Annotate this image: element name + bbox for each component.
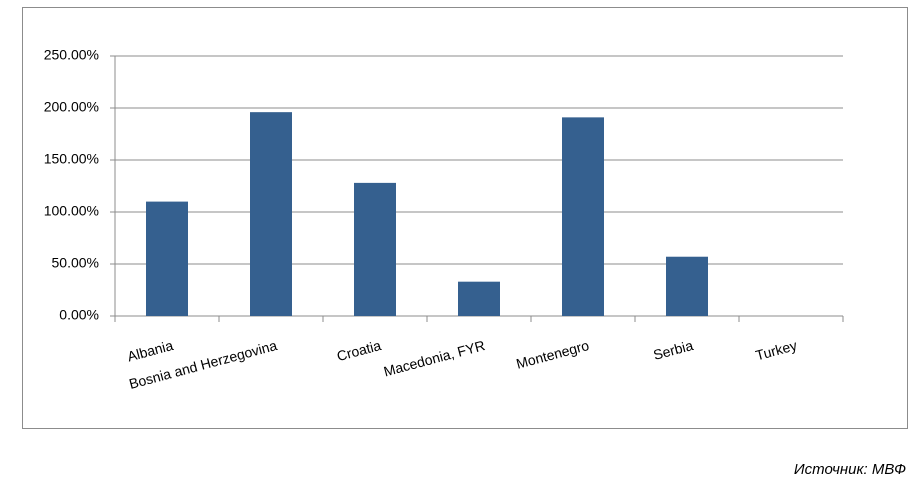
bar [458,281,500,316]
y-tick-label: 50.00% [52,255,99,271]
y-tick-label: 250.00% [44,47,99,63]
y-tick-label: 0.00% [59,307,99,323]
bar [354,182,396,316]
source-note: Источник: МВФ [794,461,906,478]
bar [562,117,604,316]
bar [250,112,292,316]
y-tick-label: 200.00% [44,99,99,115]
y-tick-label: 150.00% [44,151,99,167]
y-tick-label: 100.00% [44,203,99,219]
bar [146,201,188,316]
bar [666,256,708,316]
